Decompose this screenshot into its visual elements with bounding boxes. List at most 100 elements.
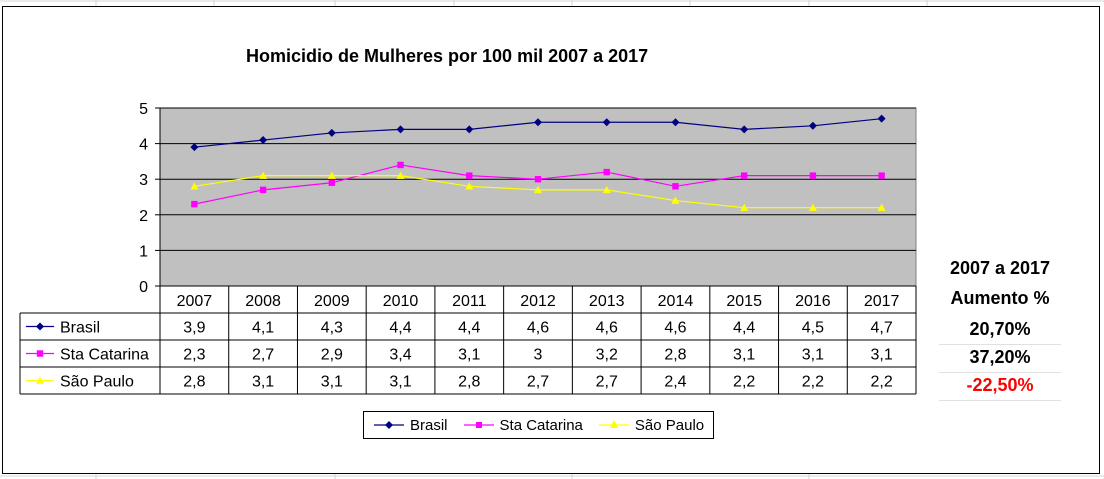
y-tick-label: 1: [139, 243, 148, 260]
table-value: 3,1: [802, 347, 824, 364]
marker-square: [809, 172, 817, 179]
legend-label: Brasil: [410, 416, 448, 434]
marker-diamond: [190, 143, 199, 152]
table-value: 4,4: [389, 320, 411, 337]
table-value: 4,4: [733, 320, 755, 337]
legend-key-triangle-icon: [598, 420, 629, 428]
table-value: 4,6: [664, 320, 686, 337]
table-value: 3,1: [871, 347, 893, 364]
marker-triangle: [534, 185, 542, 194]
table-series-name: Brasil: [60, 320, 100, 337]
marker-square: [878, 172, 885, 179]
marker-triangle: [396, 171, 405, 179]
marker-triangle: [808, 203, 817, 211]
marker-diamond: [259, 136, 268, 145]
marker-diamond: [671, 118, 680, 127]
table-value: 2,9: [321, 347, 343, 364]
legend-item: Sta Catarina: [462, 417, 583, 434]
table-value: 2,2: [802, 374, 824, 391]
marker-diamond: [602, 118, 611, 127]
marker-diamond: [740, 125, 749, 134]
marker-triangle: [190, 182, 199, 190]
marker-triangle: [877, 203, 886, 211]
marker-square: [603, 168, 610, 176]
marker-triangle: [327, 171, 336, 179]
marker-triangle: [465, 182, 474, 190]
x-category-label: 2016: [795, 293, 831, 310]
x-category-label: 2015: [726, 293, 762, 310]
legend-key-diamond-icon: [374, 421, 404, 429]
y-tick-label: 2: [139, 208, 148, 225]
marker-diamond: [396, 125, 405, 134]
legend-key-square-icon: [463, 422, 494, 428]
marker-triangle: [602, 185, 611, 194]
table-value: 2,7: [252, 347, 274, 364]
chart-legend[interactable]: Brasil Sta Catarina São Paulo: [363, 411, 714, 439]
table-value: 2,4: [664, 374, 686, 391]
y-tick-label: 3: [139, 172, 148, 189]
table-value: 3,1: [252, 374, 274, 391]
table-value: 4,5: [802, 320, 824, 337]
table-value: 3,1: [389, 374, 411, 391]
x-category-label: 2012: [520, 293, 556, 310]
legend-item: São Paulo: [597, 417, 704, 434]
marker-square: [328, 179, 336, 186]
table-value: 4,6: [527, 320, 549, 337]
legend-item: Brasil: [372, 417, 448, 434]
side-value-cell: -22,50%: [939, 371, 1061, 401]
table-value: 3,4: [389, 347, 411, 364]
table-value: 2,3: [183, 347, 205, 364]
marker-square: [397, 161, 404, 169]
x-category-label: 2007: [177, 293, 213, 310]
table-value: 3,9: [183, 320, 205, 337]
marker-triangle: [36, 376, 44, 384]
marker-square: [191, 200, 198, 208]
side-header-period: 2007 a 2017: [949, 258, 1051, 278]
chart-title: Homicidio de Mulheres por 100 mil 2007 a…: [246, 46, 649, 66]
marker-square: [740, 172, 748, 179]
x-category-label: 2010: [383, 293, 419, 310]
side-header-increase: Aumento %: [950, 288, 1050, 308]
table-value: 3,1: [733, 347, 755, 364]
table-value: 3: [534, 347, 543, 364]
x-category-label: 2014: [658, 293, 694, 310]
marker-triangle: [671, 196, 680, 204]
y-tick-label: 4: [139, 137, 148, 154]
side-value-cell: 20,70%: [939, 315, 1061, 345]
table-value: 2,2: [733, 374, 755, 391]
marker-square: [36, 350, 44, 357]
table-value: 3,1: [321, 374, 343, 391]
table-value: 4,6: [596, 320, 618, 337]
table-value: 4,1: [252, 320, 274, 337]
plot-background: [159, 107, 917, 287]
table-value: 3,1: [458, 347, 480, 364]
table-value: 4,4: [458, 320, 480, 337]
y-tick-label: 0: [139, 279, 148, 296]
table-value: 3,2: [596, 347, 618, 364]
x-category-label: 2017: [864, 293, 900, 310]
marker-diamond: [877, 114, 886, 123]
x-category-label: 2011: [452, 293, 487, 310]
y-tick-label: 5: [139, 101, 148, 118]
marker-diamond: [808, 121, 817, 130]
legend-label: São Paulo: [634, 416, 705, 434]
table-value: 2,2: [871, 374, 893, 391]
table-value: 4,7: [871, 320, 893, 337]
side-value-cell: 37,20%: [939, 343, 1061, 373]
table-series-name: Sta Catarina: [60, 347, 149, 364]
marker-square: [259, 186, 267, 194]
table-value: 2,7: [527, 374, 549, 391]
table-series-name: São Paulo: [60, 374, 134, 391]
table-value: 2,8: [664, 347, 686, 364]
marker-triangle: [740, 203, 749, 211]
marker-diamond: [465, 125, 474, 134]
marker-diamond: [36, 322, 44, 331]
marker-triangle: [259, 171, 268, 179]
marker-square: [534, 176, 542, 183]
marker-square: [672, 183, 679, 190]
x-category-label: 2009: [314, 293, 350, 310]
table-value: 2,7: [596, 374, 618, 391]
legend-label: Sta Catarina: [499, 416, 583, 434]
table-value: 4,3: [321, 320, 343, 337]
